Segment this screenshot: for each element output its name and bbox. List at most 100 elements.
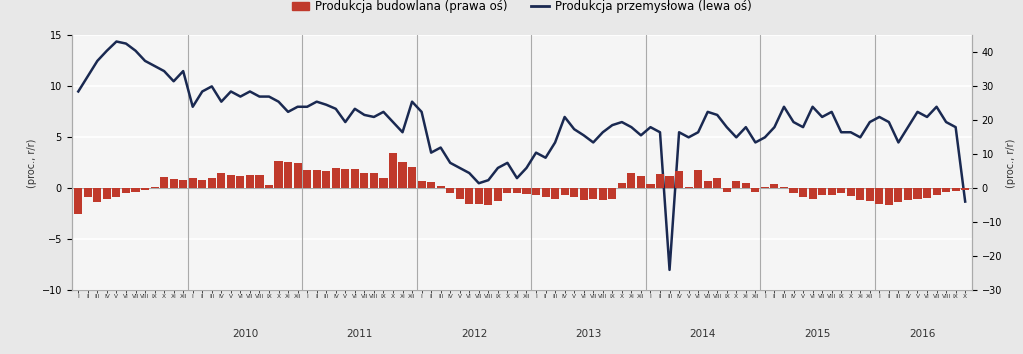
Bar bbox=[399, 162, 406, 188]
Bar bbox=[513, 188, 521, 193]
Bar bbox=[113, 188, 121, 197]
Y-axis label: (proc., r/r): (proc., r/r) bbox=[1007, 138, 1016, 188]
Bar bbox=[446, 188, 454, 193]
Bar bbox=[370, 173, 377, 188]
Bar bbox=[389, 153, 397, 188]
Bar bbox=[684, 187, 693, 188]
Bar bbox=[627, 173, 635, 188]
Bar bbox=[808, 188, 816, 199]
Text: 2016: 2016 bbox=[909, 329, 935, 339]
Bar bbox=[475, 188, 483, 204]
Bar bbox=[694, 170, 702, 188]
Bar bbox=[704, 181, 712, 188]
Bar bbox=[360, 173, 368, 188]
Bar bbox=[837, 188, 845, 193]
Bar bbox=[217, 173, 225, 188]
Bar bbox=[380, 178, 388, 188]
Text: 2015: 2015 bbox=[804, 329, 831, 339]
Bar bbox=[570, 188, 578, 197]
Bar bbox=[675, 171, 683, 188]
Bar bbox=[532, 188, 540, 195]
Bar bbox=[951, 188, 960, 191]
Bar bbox=[256, 176, 264, 188]
Bar bbox=[455, 188, 463, 199]
Bar bbox=[188, 178, 196, 188]
Bar bbox=[666, 176, 673, 188]
Bar bbox=[503, 188, 512, 193]
Bar bbox=[131, 188, 139, 192]
Bar bbox=[265, 185, 273, 188]
Bar bbox=[856, 188, 864, 200]
Bar bbox=[580, 188, 588, 200]
Bar bbox=[541, 188, 549, 197]
Bar bbox=[790, 188, 798, 193]
Bar bbox=[722, 188, 730, 192]
Bar bbox=[933, 188, 940, 195]
Bar bbox=[609, 188, 617, 199]
Bar bbox=[551, 188, 560, 199]
Text: 2010: 2010 bbox=[232, 329, 258, 339]
Text: 2013: 2013 bbox=[575, 329, 602, 339]
Bar bbox=[818, 188, 827, 195]
Y-axis label: (proc., r/r): (proc., r/r) bbox=[28, 138, 38, 188]
Bar bbox=[942, 188, 950, 192]
Bar bbox=[894, 188, 902, 202]
Bar bbox=[770, 184, 779, 188]
Bar bbox=[294, 163, 302, 188]
Bar bbox=[284, 162, 293, 188]
Bar bbox=[598, 188, 607, 200]
Bar bbox=[618, 183, 626, 188]
Bar bbox=[962, 188, 969, 190]
Bar bbox=[761, 187, 769, 188]
Bar bbox=[523, 188, 531, 194]
Bar bbox=[713, 178, 721, 188]
Bar bbox=[885, 188, 893, 205]
Bar bbox=[322, 171, 330, 188]
Bar bbox=[561, 188, 569, 195]
Bar bbox=[103, 188, 110, 199]
Bar bbox=[179, 180, 187, 188]
Bar bbox=[208, 178, 216, 188]
Bar bbox=[227, 175, 235, 188]
Bar bbox=[847, 188, 855, 196]
Bar bbox=[84, 188, 92, 197]
Bar bbox=[751, 188, 759, 192]
Bar bbox=[494, 188, 502, 201]
Bar bbox=[637, 176, 644, 188]
Bar bbox=[914, 188, 922, 199]
Bar bbox=[437, 186, 445, 188]
Bar bbox=[408, 167, 416, 188]
Text: 2014: 2014 bbox=[690, 329, 716, 339]
Bar bbox=[732, 181, 741, 188]
Bar bbox=[427, 182, 435, 188]
Bar bbox=[93, 188, 101, 202]
Bar bbox=[923, 188, 931, 198]
Text: 2012: 2012 bbox=[460, 329, 487, 339]
Bar bbox=[484, 188, 492, 205]
Bar bbox=[904, 188, 913, 200]
Bar bbox=[160, 177, 168, 188]
Bar bbox=[246, 176, 254, 188]
Bar bbox=[122, 188, 130, 193]
Bar bbox=[647, 184, 655, 188]
Bar bbox=[799, 188, 807, 197]
Bar bbox=[828, 188, 836, 195]
Text: 2011: 2011 bbox=[347, 329, 372, 339]
Bar bbox=[303, 170, 311, 188]
Bar bbox=[141, 188, 149, 190]
Bar bbox=[313, 170, 321, 188]
Bar bbox=[780, 187, 788, 188]
Bar bbox=[465, 188, 474, 204]
Bar bbox=[742, 183, 750, 188]
Bar bbox=[274, 161, 282, 188]
Bar bbox=[876, 188, 884, 204]
Bar bbox=[656, 174, 664, 188]
Bar bbox=[170, 179, 178, 188]
Bar bbox=[351, 169, 359, 188]
Bar bbox=[75, 188, 82, 214]
Bar bbox=[342, 169, 350, 188]
Bar bbox=[589, 188, 597, 199]
Legend: Produkcja budowlana (prawa oś), Produkcja przemysłowa (lewa oś): Produkcja budowlana (prawa oś), Produkcj… bbox=[287, 0, 756, 18]
Bar bbox=[417, 181, 426, 188]
Bar bbox=[150, 187, 159, 188]
